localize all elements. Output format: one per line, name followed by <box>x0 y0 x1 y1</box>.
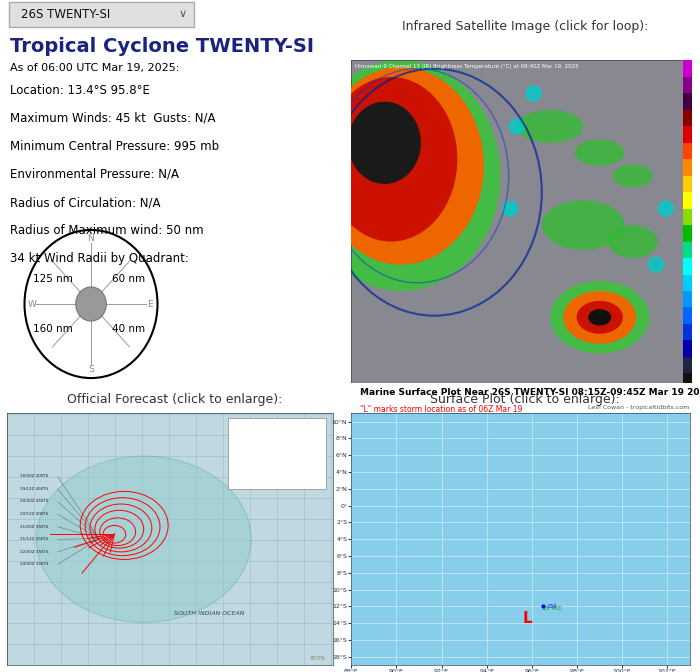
Text: 21/00Z 35KTS: 21/00Z 35KTS <box>20 525 48 529</box>
Circle shape <box>76 287 106 321</box>
Bar <box>682 176 692 192</box>
Ellipse shape <box>348 101 421 184</box>
Ellipse shape <box>613 164 652 187</box>
Text: Radius of Circulation: N/A: Radius of Circulation: N/A <box>10 196 161 209</box>
Ellipse shape <box>318 67 484 265</box>
Circle shape <box>36 456 251 622</box>
Text: 24/00Z 35KTS: 24/00Z 35KTS <box>20 562 48 566</box>
Text: Location: 13.4°S 95.8°E: Location: 13.4°S 95.8°E <box>10 84 150 97</box>
Circle shape <box>648 257 664 273</box>
Text: Infrared Satellite Image (click for loop):: Infrared Satellite Image (click for loop… <box>402 20 648 34</box>
Text: Minimum Central Pressure: 995 mb: Minimum Central Pressure: 995 mb <box>10 140 220 153</box>
Text: 60 nm: 60 nm <box>112 274 146 284</box>
Text: ATCFN: ATCFN <box>310 657 326 661</box>
Bar <box>682 225 692 242</box>
Ellipse shape <box>575 140 624 166</box>
Ellipse shape <box>325 77 457 242</box>
Text: Levi Cowan - tropicaltidbits.com: Levi Cowan - tropicaltidbits.com <box>588 405 690 410</box>
Circle shape <box>509 118 525 134</box>
Bar <box>682 77 692 93</box>
Ellipse shape <box>302 60 500 291</box>
Text: ∨: ∨ <box>178 9 187 19</box>
Text: As of 06:00 UTC Mar 19, 2025:: As of 06:00 UTC Mar 19, 2025: <box>10 63 180 73</box>
Text: Radius of Maximum wind: 50 nm: Radius of Maximum wind: 50 nm <box>10 224 204 237</box>
Text: S: S <box>88 365 94 374</box>
Ellipse shape <box>517 110 583 143</box>
Circle shape <box>658 200 674 217</box>
Bar <box>682 275 692 291</box>
Bar <box>682 126 692 143</box>
Text: 34 kt Wind Radii by Quadrant:: 34 kt Wind Radii by Quadrant: <box>10 252 190 265</box>
Text: Environmental Pressure: N/A: Environmental Pressure: N/A <box>10 168 179 181</box>
Text: 20/12Z 40KTS: 20/12Z 40KTS <box>20 512 48 516</box>
Text: Maximum Winds: 45 kt  Gusts: N/A: Maximum Winds: 45 kt Gusts: N/A <box>10 112 216 125</box>
Bar <box>682 258 692 275</box>
Ellipse shape <box>550 281 650 353</box>
Bar <box>682 324 692 340</box>
Bar <box>682 143 692 159</box>
Circle shape <box>502 200 519 217</box>
Bar <box>682 357 692 374</box>
FancyBboxPatch shape <box>8 2 195 28</box>
Text: 20/00Z 45KTS: 20/00Z 45KTS <box>20 499 48 503</box>
Text: E: E <box>147 300 153 308</box>
Bar <box>228 418 326 489</box>
Text: N: N <box>88 235 94 243</box>
Bar <box>682 192 692 208</box>
Text: 26S TWENTY-SI: 26S TWENTY-SI <box>21 8 111 21</box>
Bar <box>682 291 692 308</box>
Text: Official Forecast (click to enlarge):: Official Forecast (click to enlarge): <box>67 393 283 407</box>
Text: 160 nm: 160 nm <box>33 325 73 335</box>
Ellipse shape <box>542 200 624 250</box>
Text: 19/12Z 45KTS: 19/12Z 45KTS <box>20 487 48 491</box>
Bar <box>682 110 692 126</box>
Text: 050: 050 <box>547 604 557 609</box>
Circle shape <box>525 85 542 101</box>
Text: Marine Surface Plot Near 26S TWENTY-SI 08:15Z-09:45Z Mar 19 2025: Marine Surface Plot Near 26S TWENTY-SI 0… <box>360 388 700 397</box>
Bar <box>682 60 692 77</box>
Text: "L" marks storm location as of 06Z Mar 19: "L" marks storm location as of 06Z Mar 1… <box>360 405 523 414</box>
Bar <box>682 208 692 225</box>
Ellipse shape <box>588 309 611 325</box>
Bar <box>682 374 692 390</box>
Text: 40 nm: 40 nm <box>112 325 146 335</box>
Bar <box>682 340 692 357</box>
Bar <box>682 242 692 258</box>
Text: Surface Plot (click to enlarge):: Surface Plot (click to enlarge): <box>430 393 620 407</box>
Ellipse shape <box>564 291 636 343</box>
Text: Himawari-9 Channel 13 (IR) Brightness Temperature (°C) at 09:40Z Mar 19, 2025: Himawari-9 Channel 13 (IR) Brightness Te… <box>355 64 578 69</box>
Text: W: W <box>28 300 37 308</box>
Text: L: L <box>522 611 532 626</box>
Bar <box>682 93 692 110</box>
Bar <box>682 308 692 324</box>
Text: 22/00Z 35KTS: 22/00Z 35KTS <box>20 550 48 554</box>
Text: Tropical Cyclone TWENTY-SI: Tropical Cyclone TWENTY-SI <box>10 37 314 56</box>
Text: 18/00Z 40KTS: 18/00Z 40KTS <box>20 474 48 478</box>
Ellipse shape <box>577 301 623 334</box>
Ellipse shape <box>608 225 658 258</box>
Text: 25  PCC: 25 PCC <box>543 607 562 612</box>
Text: SOUTH INDIAN OCEAN: SOUTH INDIAN OCEAN <box>174 611 244 616</box>
Bar <box>682 159 692 176</box>
Text: 21/12Z 35KTS: 21/12Z 35KTS <box>20 538 48 541</box>
Text: 125 nm: 125 nm <box>33 274 73 284</box>
